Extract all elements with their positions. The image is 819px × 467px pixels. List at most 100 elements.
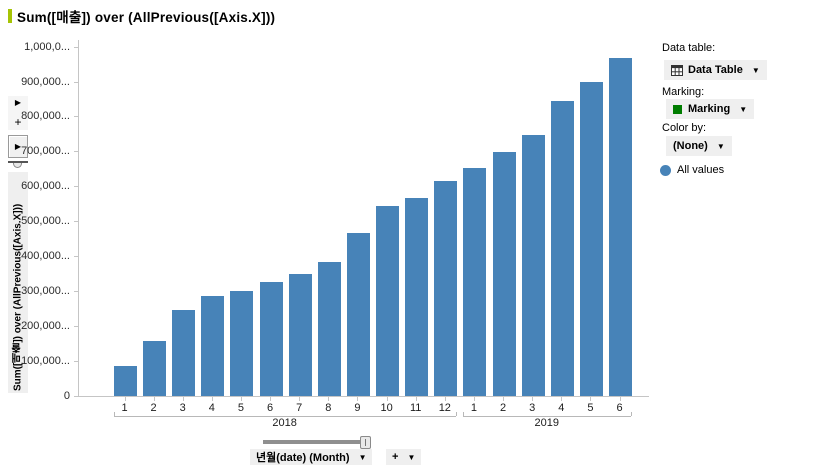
y-tick-label: 400,000...	[21, 249, 70, 262]
y-tick-mark	[74, 221, 78, 223]
x-tick-mark	[182, 397, 184, 401]
y-axis: 1,000,0... 900,000... 800,000... 700,000...…	[0, 40, 78, 402]
x-month-label: 8	[325, 402, 332, 414]
x-month-label: 6	[267, 402, 274, 414]
y-axis-zoom-grip[interactable]	[13, 163, 22, 168]
visual-title: Sum([매출]) over (AllPrevious([Axis.X]))	[17, 10, 276, 25]
chevron-down-icon: ▼	[739, 104, 748, 114]
x-tick-mark	[415, 397, 417, 401]
marking-label: Marking:	[662, 86, 705, 98]
bar-2018-5[interactable]	[230, 291, 254, 396]
chevron-down-icon: ▼	[751, 65, 760, 75]
x-month-label: 3	[529, 402, 536, 414]
x-axis-selector-button[interactable]: 년월(date) (Month) ▼	[250, 449, 373, 465]
x-month-label: 1	[121, 402, 128, 414]
bar-2018-3[interactable]	[172, 310, 196, 396]
marking-value: Marking	[688, 103, 731, 115]
chevron-down-icon: ▼	[716, 141, 725, 151]
color-by-value: (None)	[673, 140, 708, 152]
x-axis-range-slider-track[interactable]	[263, 440, 363, 444]
x-month-label: 4	[558, 402, 565, 414]
bar-2019-5[interactable]	[579, 81, 603, 396]
x-tick-mark	[386, 397, 388, 401]
x-month-label: 11	[409, 402, 422, 414]
color-by-dropdown[interactable]: (None) ▼	[666, 136, 732, 156]
x-tick-mark	[153, 397, 155, 401]
x-tick-mark	[211, 397, 213, 401]
zoom-handle-icon: ▶	[14, 142, 22, 151]
year-group-bracket-end	[455, 412, 457, 416]
x-tick-mark	[561, 397, 563, 401]
x-month-label: 3	[179, 402, 186, 414]
bar-2018-9[interactable]	[346, 232, 370, 396]
x-year-label: 2018	[272, 417, 297, 429]
bar-2019-6[interactable]	[609, 58, 633, 396]
x-axis: 1 2 3 4 5 6 7 8 9 10 11 12 2018 1 2 3 4 5 6 2019	[78, 397, 653, 433]
y-tick-mark	[74, 81, 78, 83]
y-axis-zoom-handle-button[interactable]: ▶	[8, 135, 28, 158]
x-tick-mark	[357, 397, 359, 401]
bar-2018-7[interactable]	[288, 274, 312, 396]
year-group-bracket-end	[462, 412, 464, 416]
chevron-down-icon: ▼	[358, 452, 367, 462]
legend-label: All values	[677, 164, 725, 176]
y-tick-mark	[74, 116, 78, 118]
x-tick-mark	[503, 397, 505, 401]
y-tick-mark	[74, 255, 78, 257]
y-axis-zoom-slider[interactable]: ▶ +	[8, 96, 28, 130]
x-month-label: 5	[587, 402, 594, 414]
chevron-down-icon: ▼	[407, 452, 416, 462]
x-tick-mark	[473, 397, 475, 401]
legend-item-all-values[interactable]: All values	[660, 164, 724, 176]
x-month-label: 2	[499, 402, 507, 414]
plus-icon: +	[392, 451, 399, 463]
y-axis-zoom-track[interactable]	[8, 161, 28, 163]
bar-2018-6[interactable]	[259, 281, 283, 396]
marking-color-swatch	[673, 104, 682, 114]
zoom-plus-icon[interactable]: +	[14, 115, 22, 129]
x-tick-mark	[590, 397, 592, 401]
x-tick-mark	[328, 397, 330, 401]
year-group-bracket	[113, 416, 456, 417]
bar-2019-4[interactable]	[550, 100, 574, 396]
legend-color-dot	[660, 164, 671, 176]
bar-2019-1[interactable]	[463, 168, 487, 396]
y-tick-label: 500,000...	[21, 215, 70, 228]
y-tick-label: 800,000...	[21, 110, 70, 123]
y-tick-label: 0	[63, 389, 70, 402]
bar-2018-10[interactable]	[376, 205, 400, 396]
x-tick-mark	[532, 397, 534, 401]
y-tick-label: 900,000...	[21, 75, 70, 88]
y-tick-mark	[74, 186, 78, 188]
x-axis-add-hierarchy-button[interactable]: + ▼	[386, 449, 422, 465]
bar-2018-4[interactable]	[201, 296, 225, 396]
x-axis-range-slider-handle[interactable]	[360, 436, 371, 449]
bar-2019-3[interactable]	[521, 135, 545, 396]
y-tick-mark	[74, 290, 78, 292]
x-month-label: 10	[380, 402, 393, 414]
x-month-label: 1	[470, 402, 477, 414]
x-tick-mark	[124, 397, 126, 401]
y-tick-mark	[74, 151, 78, 153]
x-tick-mark	[444, 397, 446, 401]
marking-dropdown[interactable]: Marking ▼	[666, 99, 755, 119]
x-tick-mark	[619, 397, 621, 401]
zoom-handle-icon[interactable]: ▶	[14, 98, 22, 107]
bar-2018-12[interactable]	[434, 181, 458, 396]
bar-2018-1[interactable]	[114, 366, 137, 396]
x-month-label: 7	[296, 402, 303, 414]
bar-2018-2[interactable]	[143, 341, 167, 396]
y-tick-label: 1,000,0...	[24, 40, 70, 53]
bar-2018-11[interactable]	[405, 198, 429, 396]
data-table-dropdown[interactable]: Data Table ▼	[664, 60, 767, 80]
x-tick-mark	[240, 397, 242, 401]
bar-2018-8[interactable]	[317, 262, 341, 396]
x-tick-mark	[270, 397, 272, 401]
bar-2019-2[interactable]	[492, 151, 516, 396]
data-table-label: Data table:	[662, 42, 716, 54]
x-month-label: 5	[237, 402, 245, 414]
y-tick-mark	[74, 360, 78, 362]
title-accent-bar	[8, 9, 12, 23]
color-by-label: Color by:	[662, 122, 707, 134]
